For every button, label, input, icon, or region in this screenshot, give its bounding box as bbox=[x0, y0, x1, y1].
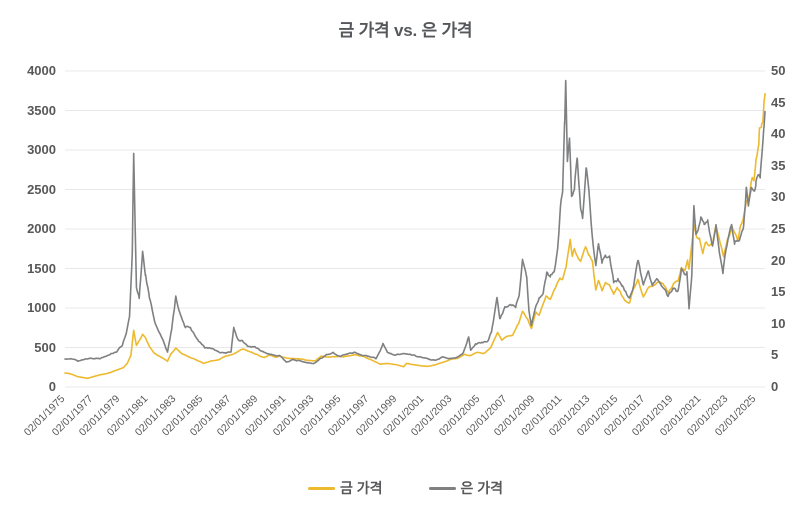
y-axis-tick-left: 2500 bbox=[27, 181, 56, 197]
y-axis-tick-left: 500 bbox=[34, 339, 56, 355]
y-axis-tick-right: 20 bbox=[771, 252, 786, 268]
legend-label-silver: 은 가격 bbox=[460, 480, 504, 496]
y-axis-tick-right: 10 bbox=[771, 315, 786, 331]
y-axis-tick-left: 3500 bbox=[27, 102, 56, 118]
y-axis-tick-right: 0 bbox=[771, 379, 779, 394]
y-axis-tick-right: 15 bbox=[771, 284, 786, 300]
legend-label-gold: 금 가격 bbox=[339, 480, 383, 496]
y-axis-tick-left: 0 bbox=[48, 379, 56, 394]
silver-price-line bbox=[64, 79, 766, 365]
y-axis-tick-right: 35 bbox=[771, 157, 786, 173]
chart-title: 금 가격 vs. 은 가격 bbox=[338, 21, 473, 40]
gridlines-group bbox=[65, 70, 765, 388]
y-axis-tick-left: 1500 bbox=[27, 260, 56, 276]
legend-item-gold: 금 가격 bbox=[307, 478, 383, 498]
y-axis-tick-left: 1000 bbox=[27, 300, 56, 315]
legend: 금 가격 은 가격 bbox=[0, 478, 811, 498]
y-axis-tick-left: 3000 bbox=[27, 142, 56, 157]
gold-price-line bbox=[64, 92, 766, 380]
legend-item-silver: 은 가격 bbox=[428, 478, 504, 498]
y-axis-tick-right: 30 bbox=[771, 189, 786, 205]
y-axis-tick-right: 50 bbox=[771, 63, 786, 78]
gold-line-swatch-icon bbox=[307, 486, 335, 490]
y-axis-tick-right: 25 bbox=[771, 221, 786, 236]
series-group bbox=[64, 79, 766, 380]
silver-line-swatch-icon bbox=[428, 486, 456, 490]
y-axis-tick-right: 5 bbox=[771, 347, 779, 363]
y-axis-tick-right: 40 bbox=[771, 126, 786, 142]
y-axis-tick-left: 4000 bbox=[27, 63, 56, 78]
y-axis-tick-right: 45 bbox=[771, 94, 786, 110]
y-axis-tick-left: 2000 bbox=[27, 221, 56, 236]
